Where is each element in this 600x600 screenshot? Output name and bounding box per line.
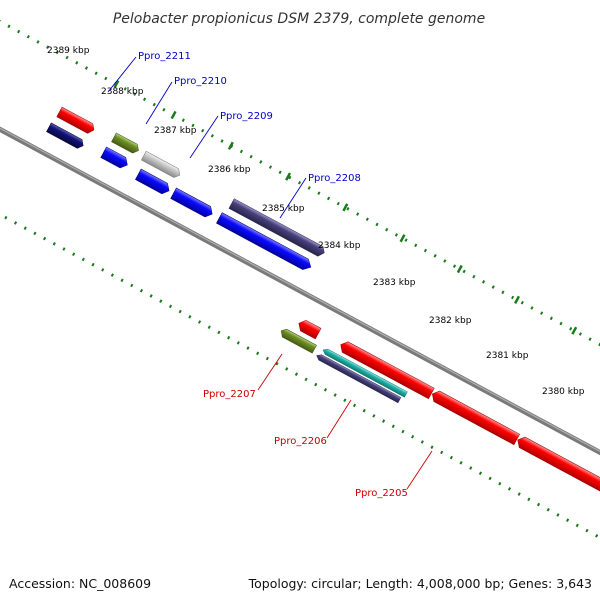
gene-feature-red[interactable] xyxy=(429,389,520,446)
gene-feature-red[interactable] xyxy=(296,318,322,340)
backbone-highlight xyxy=(0,92,600,502)
gene-feature-olive[interactable] xyxy=(279,327,317,354)
leader-ppro-2209 xyxy=(189,115,219,159)
major-tick xyxy=(571,326,578,335)
gene-label-ppro-2206[interactable]: Ppro_2206 xyxy=(274,436,327,447)
kbp-label: 2384 kbp xyxy=(318,241,361,251)
gene-feature-blue[interactable] xyxy=(216,212,313,273)
major-tick xyxy=(514,295,520,304)
gene-feature-slate[interactable] xyxy=(228,198,327,258)
gene-feature-red[interactable] xyxy=(338,339,435,400)
gene-feature-red[interactable] xyxy=(56,106,97,135)
kbp-label: 2385 kbp xyxy=(262,204,305,214)
major-tick xyxy=(227,141,234,150)
major-tick xyxy=(285,172,292,181)
leader-ppro-2206 xyxy=(326,399,352,439)
kbp-label: 2382 kbp xyxy=(429,316,472,326)
kbp-label: 2386 kbp xyxy=(208,165,251,175)
leader-ppro-2211 xyxy=(107,56,137,93)
kbp-label: 2381 kbp xyxy=(486,351,529,361)
gene-label-ppro-2208[interactable]: Ppro_2208 xyxy=(308,173,361,184)
kbp-label: 2388 kbp xyxy=(101,87,144,97)
gene-label-ppro-2210[interactable]: Ppro_2210 xyxy=(174,76,227,87)
inner-tick-track xyxy=(0,158,600,560)
leader-ppro-2210 xyxy=(145,81,173,125)
major-tick xyxy=(113,80,120,89)
major-tick xyxy=(399,234,406,243)
kbp-label: 2383 kbp xyxy=(373,278,416,288)
gene-label-ppro-2211[interactable]: Ppro_2211 xyxy=(138,51,191,62)
leader-ppro-2208 xyxy=(279,177,307,219)
gene-feature-cyan[interactable] xyxy=(322,347,408,398)
leader-ppro-2205 xyxy=(406,450,433,490)
kbp-label: 2387 kbp xyxy=(154,126,197,136)
gene-feature-navy[interactable] xyxy=(46,122,85,150)
gene-label-ppro-2205[interactable]: Ppro_2205 xyxy=(355,488,408,499)
kbp-label: 2380 kbp xyxy=(542,387,585,397)
gene-label-ppro-2207[interactable]: Ppro_2207 xyxy=(203,389,256,400)
genome-backbone xyxy=(0,91,600,504)
leader-ppro-2207 xyxy=(257,353,283,391)
gene-label-ppro-2209[interactable]: Ppro_2209 xyxy=(220,111,273,122)
topology-text: Topology: circular; Length: 4,008,000 bp… xyxy=(248,576,592,591)
major-ticks xyxy=(113,80,578,335)
gene-feature-red[interactable] xyxy=(515,435,600,523)
kbp-label: 2389 kbp xyxy=(47,46,90,56)
gene-feature-blue[interactable] xyxy=(100,146,130,170)
map-title: Pelobacter propionicus DSM 2379, complet… xyxy=(113,11,485,27)
genome-band xyxy=(0,8,600,560)
gene-feature-silver[interactable] xyxy=(141,150,182,179)
gene-feature-blue[interactable] xyxy=(170,187,215,219)
major-tick xyxy=(342,203,349,212)
kbp-labels: 2389 kbp 2388 kbp 2387 kbp 2386 kbp 2385… xyxy=(47,46,585,397)
label-leaders xyxy=(107,56,433,490)
major-tick xyxy=(170,110,177,120)
major-tick xyxy=(456,264,463,274)
gene-feature-olive[interactable] xyxy=(111,132,141,155)
gene-feature-slate[interactable] xyxy=(315,353,402,404)
gene-feature-blue[interactable] xyxy=(135,168,172,196)
gene-labels: Ppro_2211 Ppro_2210 Ppro_2209 Ppro_2208 … xyxy=(138,51,408,499)
accession-text: Accession: NC_008609 xyxy=(9,576,152,591)
